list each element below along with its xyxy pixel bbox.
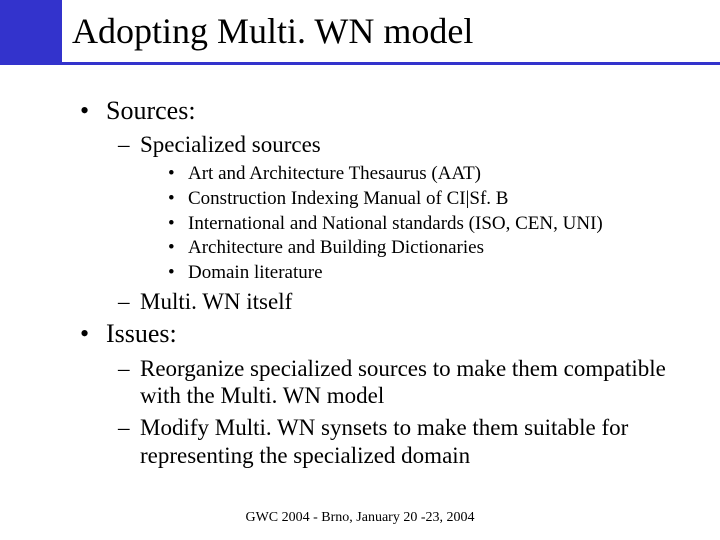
issue-item-1: Modify Multi. WN synsets to make them su… <box>118 414 690 469</box>
title-underline <box>0 62 720 65</box>
bullet-specialized: Specialized sources <box>118 132 690 158</box>
issue-item-0-text: Reorganize specialized sources to make t… <box>140 356 666 409</box>
slide-footer: GWC 2004 - Brno, January 20 -23, 2004 <box>0 510 720 526</box>
spec-item-1-text: Construction Indexing Manual of CI|Sf. B <box>188 188 508 209</box>
spec-item-0: Art and Architecture Thesaurus (AAT) <box>168 162 690 186</box>
spec-item-1: Construction Indexing Manual of CI|Sf. B <box>168 187 690 211</box>
bullet-issues-label: Issues: <box>106 319 177 348</box>
spec-item-3: Architecture and Building Dictionaries <box>168 236 690 260</box>
bullet-multiwn-label: Multi. WN itself <box>140 289 292 314</box>
spec-item-4: Domain literature <box>168 261 690 285</box>
slide-title: Adopting Multi. WN model <box>72 10 700 52</box>
bullet-issues: Issues: <box>80 319 690 349</box>
issue-item-1-text: Modify Multi. WN synsets to make them su… <box>140 415 628 468</box>
spec-item-3-text: Architecture and Building Dictionaries <box>188 237 484 258</box>
issue-item-0: Reorganize specialized sources to make t… <box>118 355 690 410</box>
spec-item-2-text: International and National standards (IS… <box>188 213 603 234</box>
spec-item-2: International and National standards (IS… <box>168 212 690 236</box>
bullet-sources-label: Sources: <box>106 96 196 125</box>
title-area: Adopting Multi. WN model <box>72 10 700 52</box>
bullet-multiwn: Multi. WN itself <box>118 289 690 315</box>
bullet-sources: Sources: <box>80 96 690 126</box>
spec-item-0-text: Art and Architecture Thesaurus (AAT) <box>188 163 481 184</box>
corner-accent-block <box>0 0 62 62</box>
spec-item-4-text: Domain literature <box>188 262 323 283</box>
bullet-specialized-label: Specialized sources <box>140 132 321 157</box>
slide-content: Sources: Specialized sources Art and Arc… <box>80 96 690 473</box>
